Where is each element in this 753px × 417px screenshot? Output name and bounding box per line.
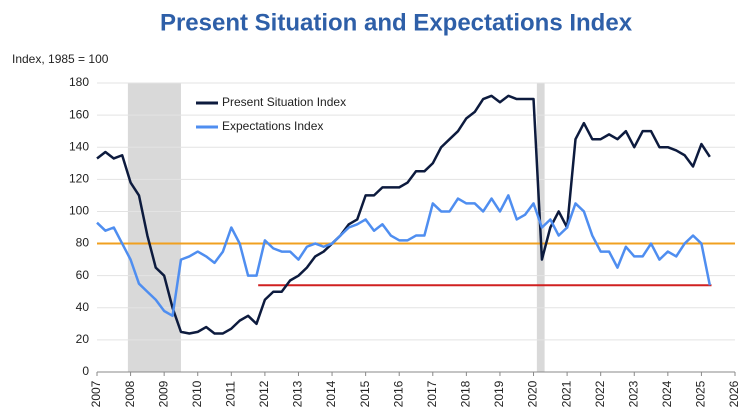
- y-tick-label: 180: [69, 75, 89, 89]
- y-tick-label: 160: [69, 107, 89, 121]
- x-tick-label: 2012: [257, 380, 271, 407]
- y-tick-label: 80: [76, 236, 90, 250]
- x-tick-label: 2019: [492, 380, 506, 407]
- x-tick-label: 2026: [727, 380, 741, 407]
- series-line: [96, 194, 712, 318]
- x-tick-label: 2023: [626, 380, 640, 407]
- x-tick-label: 2017: [425, 380, 439, 407]
- x-tick-label: 2014: [324, 380, 338, 407]
- y-tick-label: 60: [76, 268, 90, 282]
- x-tick-label: 2010: [190, 380, 204, 407]
- y-axis-label: Index, 1985 = 100: [12, 52, 109, 66]
- x-tick-label: 2022: [593, 380, 607, 407]
- x-tick-label: 2007: [89, 380, 103, 407]
- x-tick-label: 2025: [694, 380, 708, 407]
- x-tick-label: 2013: [291, 380, 305, 407]
- x-tick-label: 2009: [156, 380, 170, 407]
- y-tick-label: 40: [76, 300, 90, 314]
- x-tick-label: 2021: [559, 380, 573, 407]
- x-tick-label: 2016: [391, 380, 405, 407]
- x-tick-label: 2011: [223, 381, 237, 407]
- chart-title: Present Situation and Expectations Index: [160, 9, 633, 36]
- legend-label: Expectations Index: [222, 119, 323, 133]
- recession-band: [127, 83, 181, 372]
- y-tick-label: 20: [76, 332, 90, 346]
- x-tick-label: 2024: [660, 380, 674, 407]
- y-tick-label: 0: [82, 364, 89, 378]
- legend-label: Present Situation Index: [222, 95, 346, 109]
- y-tick-label: 120: [69, 172, 89, 186]
- y-tick-label: 100: [69, 204, 89, 218]
- x-tick-label: 2020: [526, 380, 540, 407]
- x-tick-label: 2008: [123, 380, 137, 407]
- x-tick-label: 2015: [358, 380, 372, 407]
- y-tick-label: 140: [69, 139, 89, 153]
- x-tick-label: 2018: [459, 380, 473, 407]
- series-line: [96, 94, 711, 335]
